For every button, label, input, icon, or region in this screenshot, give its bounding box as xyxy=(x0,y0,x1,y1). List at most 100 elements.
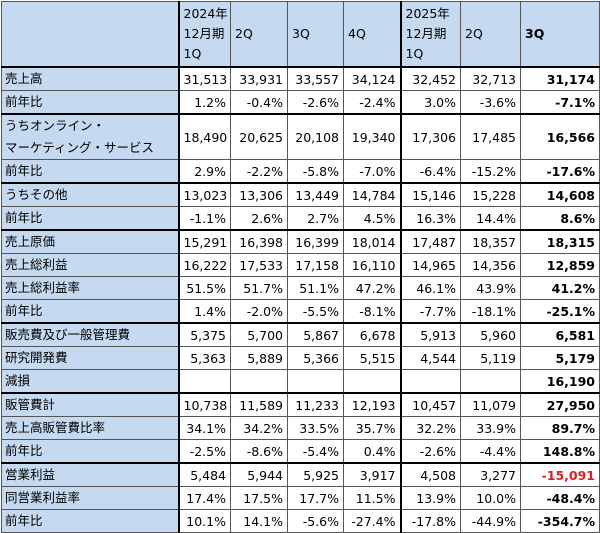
value-cell: 19,340 xyxy=(343,113,401,160)
column-header: 4Q xyxy=(343,1,401,68)
data-row: 前年比 -2.5% -8.6% -5.4% 0.4% -2.6% -4.4% 148.8% xyxy=(1,439,600,464)
value-cell: -7.1% xyxy=(520,90,600,115)
value-cell: -6.4% xyxy=(399,159,461,184)
value-cell: 5,925 xyxy=(287,462,344,487)
data-row: 同営業利益率 17.4% 17.5% 17.7% 11.5% 13.9% 10.0% -48.… xyxy=(1,486,600,510)
value-cell: -2.0% xyxy=(230,299,288,324)
cell-line: 12月期 xyxy=(405,26,447,41)
cell-line: 販売費及び一般管理費 xyxy=(5,327,131,342)
value-cell: -15.2% xyxy=(460,159,521,184)
value-cell: 6,678 xyxy=(343,322,401,347)
data-row: 営業利益 5,484 5,944 5,925 3,917 4,508 3,277 -15,09… xyxy=(1,462,600,487)
value-cell xyxy=(460,369,521,394)
value-cell: 32,713 xyxy=(460,66,521,91)
cell-line: 2Q xyxy=(235,26,253,41)
value-cell: 17.7% xyxy=(287,486,344,510)
value-cell: 16,398 xyxy=(230,229,288,254)
value-cell: 46.1% xyxy=(399,276,461,300)
value-cell: 12,859 xyxy=(520,253,600,277)
value-cell: 51.1% xyxy=(287,276,344,300)
column-header: 2Q xyxy=(230,1,288,68)
value-cell: 17,533 xyxy=(230,253,288,277)
value-cell xyxy=(177,369,231,394)
value-cell: 5,484 xyxy=(177,462,231,487)
row-label: 前年比 xyxy=(1,90,179,115)
cell-line: 研究開発費 xyxy=(5,350,68,365)
value-cell: 4.5% xyxy=(343,206,401,231)
value-cell: 6,581 xyxy=(520,322,600,347)
value-cell: 4,544 xyxy=(399,346,461,370)
value-cell: 11,079 xyxy=(460,392,521,417)
value-cell: 5,363 xyxy=(177,346,231,370)
value-cell: 16,190 xyxy=(520,369,600,394)
value-cell: 32,452 xyxy=(399,66,461,91)
row-label: 前年比 xyxy=(1,206,179,231)
value-cell: 5,700 xyxy=(230,322,288,347)
cell-line: 2Q xyxy=(465,26,483,41)
value-cell: 15,146 xyxy=(399,182,461,207)
value-cell: 51.7% xyxy=(230,276,288,300)
row-label: 売上原価 xyxy=(1,229,179,254)
cell-line: 前年比 xyxy=(5,303,43,318)
value-cell: -2.6% xyxy=(287,90,344,115)
value-cell: 20,108 xyxy=(287,113,344,160)
value-cell: 5,119 xyxy=(460,346,521,370)
cell-line: 売上原価 xyxy=(5,234,56,249)
value-cell: 27,950 xyxy=(520,392,600,417)
value-cell: 0.4% xyxy=(343,439,401,464)
value-cell: 17,158 xyxy=(287,253,344,277)
value-cell: 14,965 xyxy=(399,253,461,277)
value-cell: 17,487 xyxy=(399,229,461,254)
cell-line: 販管費計 xyxy=(5,397,56,412)
value-cell: 35.7% xyxy=(343,416,401,440)
value-cell: 18,315 xyxy=(520,229,600,254)
cell-line: 前年比 xyxy=(5,443,43,458)
data-row: 売上原価 15,291 16,398 16,399 18,014 17,487 18,357… xyxy=(1,229,600,254)
value-cell: 15,291 xyxy=(177,229,231,254)
value-cell: 2.7% xyxy=(287,206,344,231)
value-cell: 3,277 xyxy=(460,462,521,487)
column-header: 2025年 12月期 1Q xyxy=(399,1,461,68)
cell-line: 前年比 xyxy=(5,210,43,225)
value-cell: 5,944 xyxy=(230,462,288,487)
value-cell: -25.1% xyxy=(520,299,600,324)
value-cell: 31,513 xyxy=(177,66,231,91)
value-cell: 10,457 xyxy=(399,392,461,417)
data-row: うちオンライン・ マーケティング・サービス 18,490 20,625 20,108 19… xyxy=(1,113,600,160)
data-row: うちその他 13,023 13,306 13,449 14,784 15,146 15,22… xyxy=(1,182,600,207)
value-cell: 17.5% xyxy=(230,486,288,510)
value-cell: 10.1% xyxy=(177,509,231,533)
value-cell: -354.7% xyxy=(520,509,600,533)
value-cell: 12,193 xyxy=(343,392,401,417)
value-cell: 5,867 xyxy=(287,322,344,347)
value-cell: -5.4% xyxy=(287,439,344,464)
data-row: 前年比 -1.1% 2.6% 2.7% 4.5% 16.3% 14.4% 8.6% xyxy=(1,206,600,231)
cell-line: 売上高 xyxy=(5,71,43,86)
row-label: 前年比 xyxy=(1,299,179,324)
data-row: 販売費及び一般管理費 5,375 5,700 5,867 6,678 5,913 5,960… xyxy=(1,322,600,347)
value-cell: 4,508 xyxy=(399,462,461,487)
value-cell: 16,399 xyxy=(287,229,344,254)
row-label: 減損 xyxy=(1,369,179,394)
cell-line: 売上総利益率 xyxy=(5,280,81,295)
value-cell: 33,931 xyxy=(230,66,288,91)
data-row: 研究開発費 5,363 5,889 5,366 5,515 4,544 5,119 5,179 xyxy=(1,346,600,370)
value-cell: 16,110 xyxy=(343,253,401,277)
value-cell: 13,023 xyxy=(177,182,231,207)
row-label: 販管費計 xyxy=(1,392,179,417)
value-cell: 31,174 xyxy=(520,66,600,91)
value-cell: 14.1% xyxy=(230,509,288,533)
value-cell: -5.5% xyxy=(287,299,344,324)
row-label: 前年比 xyxy=(1,439,179,464)
value-cell: -7.7% xyxy=(399,299,461,324)
value-cell: 16.3% xyxy=(399,206,461,231)
data-row: 前年比 1.4% -2.0% -5.5% -8.1% -7.7% -18.1% -25.1% xyxy=(1,299,600,324)
cell-line: 3Q xyxy=(292,26,310,41)
value-cell: -4.4% xyxy=(460,439,521,464)
value-cell: -48.4% xyxy=(520,486,600,510)
cell-line: 3Q xyxy=(525,26,545,41)
value-cell: 10,738 xyxy=(177,392,231,417)
value-cell: 5,375 xyxy=(177,322,231,347)
data-row: 販管費計 10,738 11,589 11,233 12,193 10,457 11,079… xyxy=(1,392,600,417)
value-cell: 47.2% xyxy=(343,276,401,300)
